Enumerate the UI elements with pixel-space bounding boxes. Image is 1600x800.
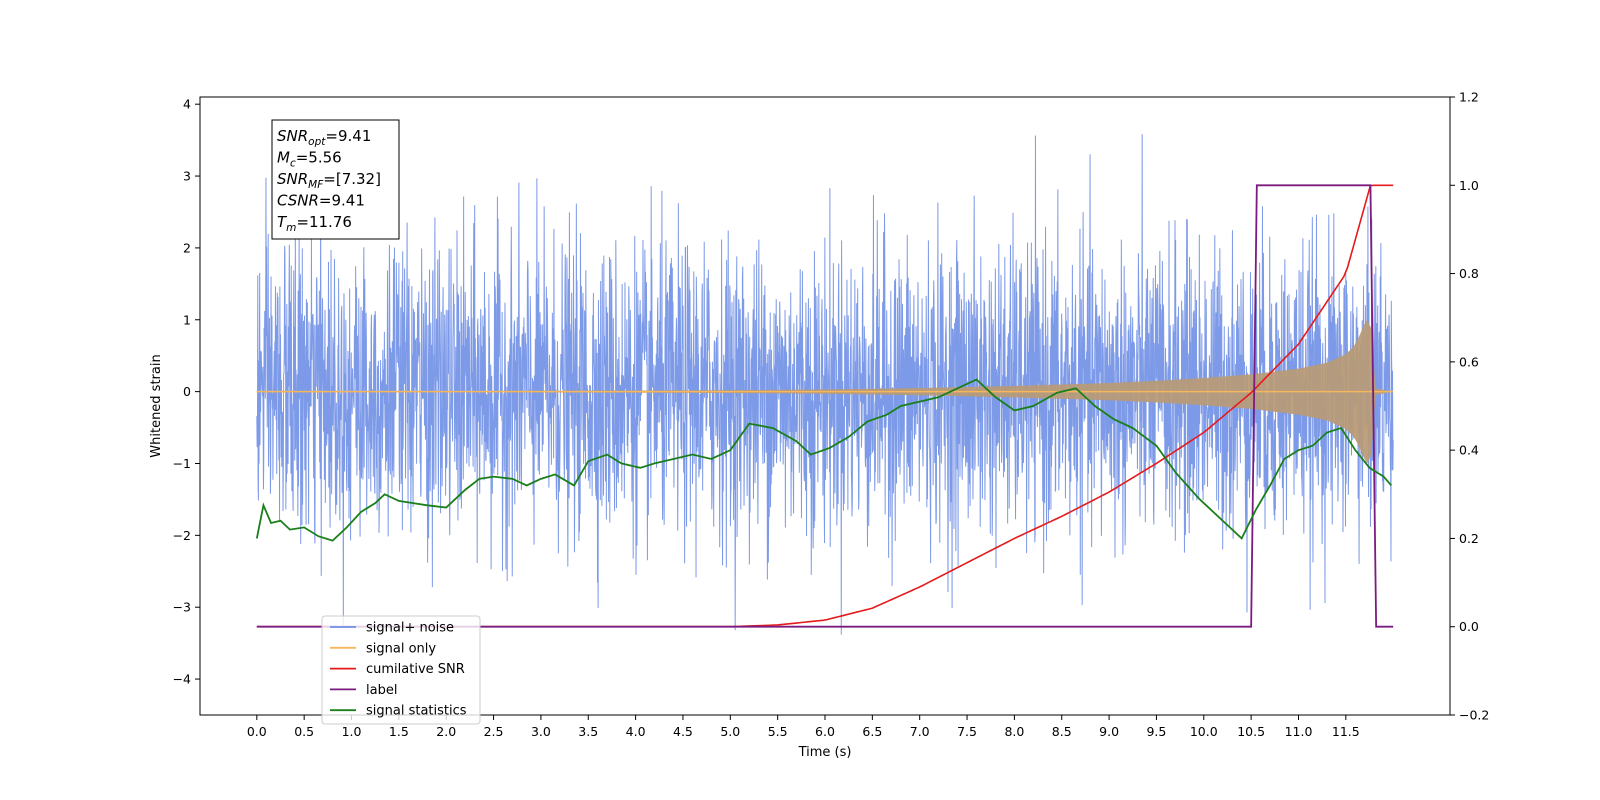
x-tick-label: 5.5 (768, 724, 788, 739)
y-tick-label-left: −1 (173, 456, 191, 471)
x-tick-label: 9.0 (1099, 724, 1119, 739)
y-tick-label-right: 0.4 (1459, 443, 1479, 458)
x-tick-label: 0.5 (294, 724, 314, 739)
x-tick-label: 11.0 (1285, 724, 1313, 739)
y-tick-label-right: 0.6 (1459, 354, 1479, 369)
x-tick-label: 9.5 (1146, 724, 1166, 739)
x-tick-label: 11.5 (1332, 724, 1360, 739)
y-tick-label-left: −4 (173, 672, 191, 687)
x-tick-label: 3.0 (531, 724, 551, 739)
x-tick-label: 2.0 (436, 724, 456, 739)
x-tick-label: 7.0 (910, 724, 930, 739)
legend-entry: signal statistics (366, 704, 467, 719)
info-variable: T (277, 213, 288, 231)
y-tick-label-right: 1.0 (1459, 178, 1479, 193)
y-tick-label-left: 3 (183, 169, 191, 184)
info-subscript: m (286, 222, 296, 234)
x-tick-label: 2.5 (484, 724, 504, 739)
y-tick-label-left: 4 (183, 97, 191, 112)
x-tick-label: 10.0 (1190, 724, 1218, 739)
legend-frame (321, 615, 481, 725)
x-tick-label: 3.5 (578, 724, 598, 739)
info-value: =5.56 (296, 149, 342, 167)
info-subscript: opt (308, 136, 326, 148)
y-axis-left: −4 −3 −2 −1 0 1 2 3 4 (173, 97, 200, 687)
x-tick-label: 0.0 (247, 724, 267, 739)
info-line: CSNR=9.41 (277, 192, 365, 210)
y-tick-label-left: 2 (183, 240, 191, 255)
series-signal-statistics (255, 378, 1392, 542)
info-variable: SNR (277, 170, 308, 188)
info-variable: M (277, 149, 290, 167)
info-line: SNRopt=9.41 (277, 127, 371, 148)
info-subscript: c (290, 158, 296, 170)
x-tick-label: 6.5 (862, 724, 882, 739)
info-box-frame (271, 119, 400, 240)
x-tick-label: 5.0 (720, 724, 740, 739)
x-axis-label: Time (s) (798, 745, 852, 760)
series-signal-noise (256, 134, 1394, 635)
info-line: Tm=11.76 (277, 213, 352, 234)
info-variable: CSNR (277, 192, 319, 210)
info-value: =11.76 (296, 213, 352, 231)
legend-entry: signal+ noise (366, 621, 454, 636)
y-axis-label-left: Whitened strain (149, 354, 164, 457)
x-tick-label: 4.0 (626, 724, 646, 739)
y-tick-label-right: 0.8 (1459, 266, 1479, 281)
info-line: Mc=5.56 (277, 149, 342, 170)
x-tick-label: 1.5 (389, 724, 409, 739)
legend: signal+ noise signal only cumilative SNR la… (321, 615, 481, 725)
y-tick-label-right: 0.2 (1459, 531, 1479, 546)
y-tick-label-left: 1 (183, 312, 191, 327)
legend-entry: label (366, 683, 397, 698)
y-tick-label-right: −0.2 (1459, 708, 1489, 723)
y-axis-right: −0.2 0.0 0.2 0.4 0.6 0.8 1.0 1.2 (1450, 90, 1489, 723)
info-variable: SNR (277, 127, 308, 145)
y-tick-label-left: −3 (173, 600, 191, 615)
x-tick-label: 10.5 (1237, 724, 1265, 739)
series-label (256, 184, 1394, 628)
x-tick-label: 6.0 (815, 724, 835, 739)
x-tick-label: 7.5 (957, 724, 977, 739)
info-value: =9.41 (319, 192, 365, 210)
x-tick-label: 4.5 (673, 724, 693, 739)
x-tick-label: 1.0 (342, 724, 362, 739)
x-tick-label: 8.0 (1004, 724, 1024, 739)
legend-entry: cumilative SNR (366, 662, 465, 677)
y-tick-label-left: 0 (183, 384, 191, 399)
y-tick-label-left: −2 (173, 528, 191, 543)
info-annotation-box: SNRopt=9.41Mc=5.56SNRMF=[7.32]CSNR=9.41T… (271, 119, 400, 240)
x-tick-label: 8.5 (1052, 724, 1072, 739)
y-tick-label-right: 0.0 (1459, 619, 1479, 634)
info-value: =[7.32] (323, 170, 381, 188)
info-line: SNRMF=[7.32] (277, 170, 381, 191)
info-subscript: MF (308, 179, 324, 191)
y-tick-label-right: 1.2 (1459, 90, 1479, 105)
legend-entry: signal only (366, 641, 436, 656)
info-value: =9.41 (325, 127, 371, 145)
x-axis: 0.0 0.5 1.0 1.5 2.0 2.5 3.0 3.5 4.0 4.5 5.0 5.5 6.0 6… (247, 715, 1360, 739)
